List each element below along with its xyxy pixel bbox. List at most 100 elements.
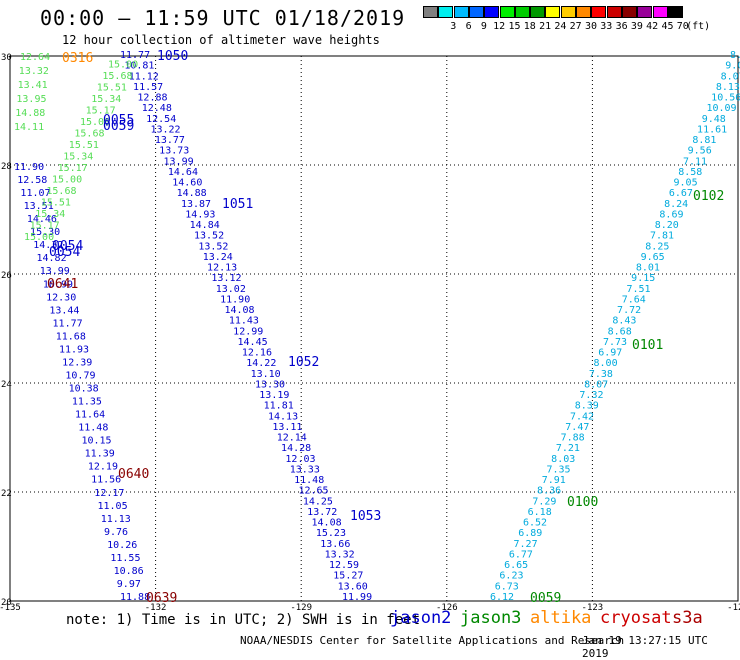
wave-height-value: 13.32 xyxy=(19,66,49,77)
wave-height-value: 11.12 xyxy=(129,71,159,82)
wave-height-value: 10.56 xyxy=(711,93,740,104)
wave-height-value: 6.67 xyxy=(669,188,693,199)
pass-time-label: 0640 xyxy=(118,467,149,482)
legend-swatch xyxy=(514,6,530,18)
wave-height-value: 14.84 xyxy=(190,220,220,231)
wave-height-value: 12.30 xyxy=(46,292,76,303)
satellite-name: jason2 xyxy=(390,608,452,628)
wave-height-value: 8.00 xyxy=(594,358,618,369)
wave-height-value: 8.24 xyxy=(664,199,688,210)
wave-height-value: 13.41 xyxy=(18,80,48,91)
wave-height-value: 6.73 xyxy=(495,581,519,592)
wave-height-value: 11.90 xyxy=(14,162,44,173)
wave-height-value: 11.07 xyxy=(20,188,50,199)
page-title: 00:00 – 11:59 UTC 01/18/2019 xyxy=(40,6,406,30)
wave-height-value: 13.30 xyxy=(255,379,285,390)
legend-label: 6 xyxy=(465,21,472,32)
wave-height-value: 9.56 xyxy=(688,146,712,157)
x-tick-label: -126 xyxy=(436,603,458,613)
wave-height-value: 6.12 xyxy=(490,592,514,603)
wave-height-value: 13.73 xyxy=(159,146,189,157)
wave-height-value: 14.88 xyxy=(15,108,45,119)
legend-swatch xyxy=(530,6,546,18)
wave-height-value: 15.00 xyxy=(80,117,110,128)
wave-height-value: 12.19 xyxy=(88,462,118,473)
wave-height-value: 8.69 xyxy=(659,209,683,220)
pass-time-label: 0639 xyxy=(146,591,177,606)
wave-height-value: 9.09 xyxy=(725,61,740,72)
wave-height-value: 15.68 xyxy=(102,71,132,82)
wave-height-value: 13.52 xyxy=(198,241,228,252)
wave-height-value: 11.43 xyxy=(229,316,259,327)
wave-height-value: 14.08 xyxy=(224,305,254,316)
wave-height-value: 7.51 xyxy=(626,284,650,295)
wave-height-value: 11.90 xyxy=(220,294,250,305)
wave-height-value: 9.15 xyxy=(631,273,655,284)
satellite-name: cryosat xyxy=(600,608,672,628)
wave-height-value: 15.51 xyxy=(41,198,71,209)
wave-height-value: 9.48 xyxy=(702,114,726,125)
legend-label: 45 xyxy=(661,21,674,32)
wave-height-value: 14.22 xyxy=(246,358,276,369)
wave-height-value: 10.38 xyxy=(69,384,99,395)
wave-height-value: 10.09 xyxy=(706,103,736,114)
wave-height-value: 13.02 xyxy=(216,284,246,295)
wave-height-value: 13.51 xyxy=(24,201,54,212)
legend-swatch xyxy=(652,6,668,18)
wave-height-value: 9.05 xyxy=(674,178,698,189)
legend-label: 3 xyxy=(450,21,457,32)
wave-height-value: 13.99 xyxy=(40,266,70,277)
wave-height-value: 13.60 xyxy=(338,581,368,592)
wave-height-value: 14.28 xyxy=(281,443,311,454)
legend-swatch xyxy=(637,6,653,18)
wave-height-value: 7.73 xyxy=(603,337,627,348)
pass-time-label: 1052 xyxy=(288,355,319,370)
wave-height-value: 8.25 xyxy=(645,241,669,252)
wave-height-value: 7.27 xyxy=(514,539,538,550)
legend-swatch xyxy=(621,6,637,18)
wave-height-value: 7.29 xyxy=(532,496,556,507)
legend-label: 30 xyxy=(584,21,598,32)
wave-height-value: 13.33 xyxy=(290,464,320,475)
wave-height-value: 11.77 xyxy=(120,50,150,61)
wave-height-value: 12.88 xyxy=(137,93,167,104)
wave-height-value: 6.18 xyxy=(528,507,552,518)
wave-height-value: 15.17 xyxy=(58,163,88,174)
wave-height-value: 11.39 xyxy=(85,449,115,460)
legend-swatch xyxy=(484,6,500,18)
wave-height-value: 10.86 xyxy=(114,566,144,577)
legend-swatch xyxy=(591,6,607,18)
legend-swatch xyxy=(468,6,484,18)
y-tick-label: 30 xyxy=(1,53,12,63)
wave-height-value: 11.48 xyxy=(294,475,324,486)
wave-height-value: 12.13 xyxy=(207,263,237,274)
pass-time-label: 0054 xyxy=(52,239,83,254)
wave-height-value: 6.89 xyxy=(518,528,542,539)
wave-height-value: 6.97 xyxy=(598,348,622,359)
wave-height-value: 7.21 xyxy=(556,443,580,454)
legend-label: 27 xyxy=(569,21,582,32)
wave-height-value: 13.19 xyxy=(259,390,289,401)
x-tick-label: -132 xyxy=(145,603,167,613)
wave-height-value: 7.88 xyxy=(561,433,585,444)
wave-height-value: 13.22 xyxy=(150,124,180,135)
wave-height-value: 13.66 xyxy=(320,539,350,550)
plot-frame xyxy=(9,55,739,602)
wave-height-value: 12.64 xyxy=(20,52,50,63)
wave-height-value: 14.11 xyxy=(14,122,44,133)
wave-height-value: 11.93 xyxy=(59,344,89,355)
page-subtitle: 12 hour collection of altimeter wave hei… xyxy=(62,33,380,47)
y-tick-label: 20 xyxy=(1,598,12,608)
wave-height-value: 11.56 xyxy=(91,475,121,486)
wave-height-value: 15.00 xyxy=(52,175,82,186)
wave-height-value: 8.20 xyxy=(655,220,679,231)
wave-height-value: 8.39 xyxy=(575,401,599,412)
pass-time-label: 0055 xyxy=(103,113,134,128)
wave-height-value: 11.48 xyxy=(78,423,108,434)
wave-height-value: 12.59 xyxy=(329,560,359,571)
wave-height-value: 14.64 xyxy=(168,167,198,178)
wave-height-value: 13.24 xyxy=(203,252,233,263)
pass-time-label: 0100 xyxy=(567,495,598,510)
y-tick-label: 28 xyxy=(1,162,12,172)
